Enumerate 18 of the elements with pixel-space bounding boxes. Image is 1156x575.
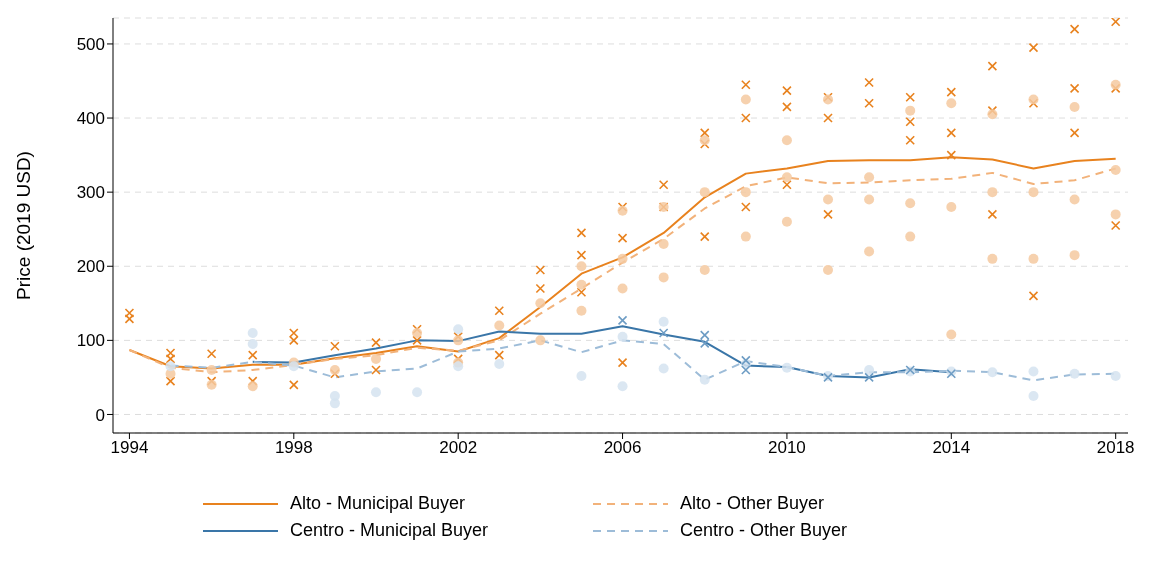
- y-tick-label: 400: [76, 109, 105, 129]
- legend-label: Centro - Municipal Buyer: [290, 520, 489, 541]
- x-tick-label: 2010: [768, 438, 806, 458]
- y-axis-title: Price (2019 USD): [12, 151, 34, 300]
- y-tick-label: 300: [76, 183, 105, 203]
- y-tick-label: 100: [76, 331, 105, 351]
- legend-label: Alto - Municipal Buyer: [290, 493, 466, 514]
- x-tick-label: 2018: [1096, 438, 1135, 458]
- y-tick-label: 0: [95, 405, 105, 425]
- y-tick-label: 200: [76, 257, 105, 277]
- x-tick-label: 1998: [274, 438, 313, 458]
- x-tick-label: 2002: [439, 438, 478, 458]
- x-tick-label: 1994: [110, 438, 149, 458]
- y-tick-label: 500: [76, 34, 105, 54]
- x-tick-label: 2014: [932, 438, 971, 458]
- legend-label: Alto - Other Buyer: [680, 493, 825, 514]
- legend-label: Centro - Other Buyer: [680, 520, 848, 541]
- x-tick-label: 2006: [603, 438, 642, 458]
